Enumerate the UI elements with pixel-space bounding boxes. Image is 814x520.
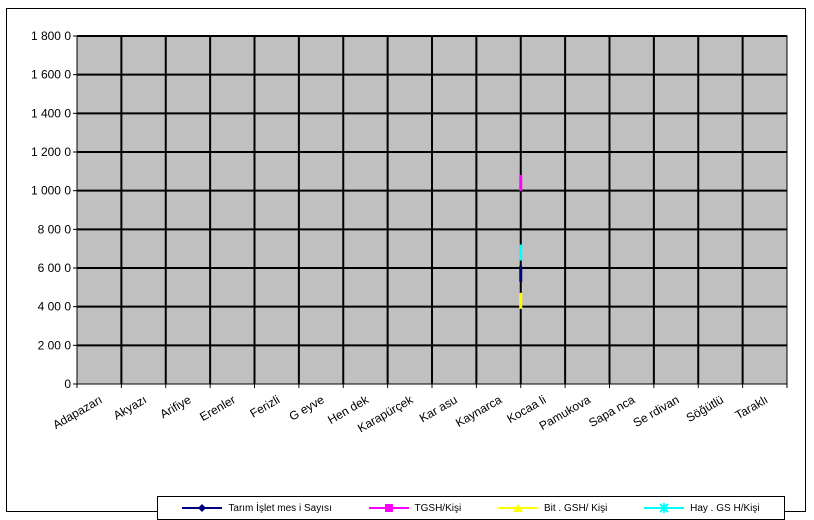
legend-label: Tarım İşlet mes i Sayısı bbox=[228, 502, 332, 514]
x-tick-label: Kaynarca bbox=[453, 392, 504, 430]
y-tick-label: 1 200 0 bbox=[31, 145, 71, 159]
y-tick-label: 2 00 0 bbox=[38, 338, 72, 352]
chart-frame: 0 2 00 0 4 00 0 6 00 0 8 00 0 1 000 0 1 200 0 1… bbox=[6, 8, 806, 520]
x-tick-label: Adapazarı bbox=[50, 392, 104, 431]
y-tick-label: 1 600 0 bbox=[31, 68, 71, 82]
legend-swatch bbox=[182, 504, 223, 512]
legend-label: Bit . GSH/ Kişi bbox=[543, 502, 608, 514]
chart-svg: 0 2 00 0 4 00 0 6 00 0 8 00 0 1 000 0 1 200 0 1… bbox=[31, 29, 788, 435]
legend-item: Hay . GS H/Kişi bbox=[644, 502, 760, 514]
y-tick-label: 1 400 0 bbox=[31, 106, 71, 120]
legend-item: TGSH/Kişi bbox=[368, 502, 462, 514]
x-tick-label: Taraklı bbox=[733, 392, 771, 422]
x-tick-label: Ferizli bbox=[247, 392, 282, 420]
x-tick-label: Pamukova bbox=[537, 392, 593, 433]
legend-item: Bit . GSH/ Kişi bbox=[497, 502, 608, 514]
y-tick-label: 1 800 0 bbox=[31, 29, 71, 43]
x-tick-label: Söğütlü bbox=[684, 392, 726, 424]
y-tick-label: 0 bbox=[64, 377, 71, 391]
legend-swatch bbox=[497, 504, 538, 512]
legend-swatch bbox=[368, 504, 409, 512]
y-axis: 0 2 00 0 4 00 0 6 00 0 8 00 0 1 000 0 1 200 0 1… bbox=[31, 29, 77, 391]
legend: Tarım İşlet mes i Sayısı TGSH/Kişi Bit . G… bbox=[157, 496, 785, 520]
y-tick-label: 1 000 0 bbox=[31, 184, 71, 198]
legend-label: TGSH/Kişi bbox=[414, 502, 462, 514]
x-tick-label: G eyve bbox=[287, 392, 327, 423]
grid-lines bbox=[77, 35, 787, 384]
legend-item: Tarım İşlet mes i Sayısı bbox=[182, 502, 332, 514]
legend-label: Hay . GS H/Kişi bbox=[690, 502, 760, 514]
x-tick-label: Se rdivan bbox=[631, 392, 682, 429]
legend-swatch bbox=[644, 503, 685, 513]
x-tick-label: Arifiye bbox=[158, 392, 194, 421]
x-tick-label: Erenler bbox=[197, 392, 238, 423]
x-tick-label: Akyazı bbox=[111, 392, 149, 422]
x-tick-label: Kar asu bbox=[417, 392, 460, 425]
x-tick-label: Sapa nca bbox=[586, 392, 637, 430]
x-axis: Adapazarı Akyazı Arifiye Erenler Ferizli G ey… bbox=[50, 384, 788, 435]
y-tick-label: 8 00 0 bbox=[38, 222, 72, 236]
y-tick-label: 6 00 0 bbox=[38, 261, 72, 275]
y-tick-label: 4 00 0 bbox=[38, 300, 72, 314]
